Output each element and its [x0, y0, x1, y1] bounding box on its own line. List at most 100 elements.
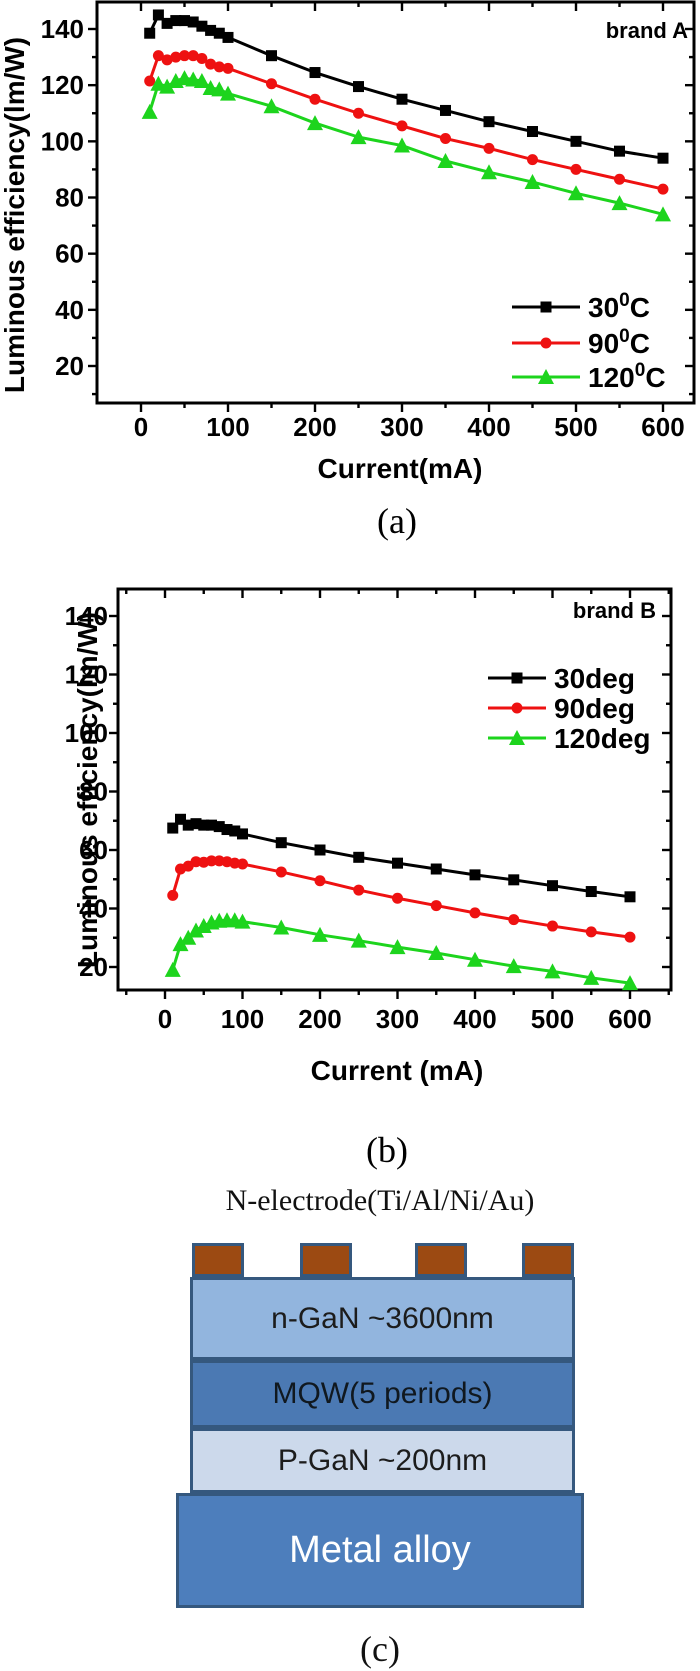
y-tick-label: 60: [79, 835, 108, 865]
data-point-120deg: [544, 963, 561, 979]
data-point-90deg: [547, 920, 558, 932]
data-point-30deg: [585, 886, 597, 898]
data-point-120deg: [583, 969, 600, 985]
y-tick-label: 20: [55, 351, 84, 381]
data-point-30°C: [614, 145, 625, 157]
y-tick-label: 100: [41, 126, 84, 156]
data-point-120°C: [220, 85, 236, 101]
x-tick-label: 100: [221, 1004, 264, 1034]
y-axis-title: Luminous efficiency(lm/W): [72, 612, 103, 968]
data-point-30°C: [353, 81, 364, 93]
x-tick-label: 200: [293, 412, 336, 442]
data-point-90°C: [144, 75, 156, 87]
data-point-120°C: [211, 81, 228, 97]
data-point-30°C: [161, 17, 173, 29]
data-point-120deg: [389, 939, 406, 955]
data-point-30°C: [657, 152, 669, 164]
data-point-30deg: [167, 822, 179, 834]
data-point-30°C: [187, 16, 199, 28]
x-tick-label: 500: [531, 1004, 574, 1034]
data-point-120deg: [164, 961, 181, 977]
data-point-30deg: [314, 844, 326, 856]
data-point-30deg: [198, 819, 210, 831]
data-point-30°C: [152, 9, 164, 21]
data-point-90deg: [353, 884, 365, 896]
data-point-120°C: [307, 115, 323, 131]
data-point-90°C: [213, 61, 225, 73]
electrode-pad: [192, 1243, 244, 1277]
plot-box: [95, 0, 696, 405]
data-point-90°C: [161, 54, 173, 66]
legend-label: 1200C: [588, 360, 666, 393]
panel-label: (a): [377, 501, 417, 541]
y-tick-label: 100: [65, 718, 108, 748]
x-tick-label: 100: [206, 412, 249, 442]
data-point-30deg: [221, 824, 233, 836]
legend-marker: [540, 337, 552, 349]
data-point-120°C: [568, 185, 584, 201]
legend-label: 30deg: [554, 663, 635, 694]
data-point-120°C: [193, 72, 210, 88]
chart-brand-a: 0 100 200 300 400 500 600 20 40 60 80 100 120 140 300C…: [0, 0, 696, 541]
data-point-90deg: [585, 926, 597, 938]
x-tick-label: 500: [554, 412, 597, 442]
brand-label: brand A: [606, 18, 688, 43]
x-tick-label: 0: [158, 1004, 172, 1034]
data-point-120°C: [481, 164, 497, 180]
y-tick-label: 40: [55, 295, 84, 325]
data-point-90°C: [527, 154, 538, 166]
x-tick-label: 600: [608, 1004, 651, 1034]
legend-label: 300C: [588, 290, 650, 323]
data-point-90°C: [205, 58, 217, 70]
data-point-30deg: [213, 821, 225, 833]
data-point-120°C: [263, 98, 280, 114]
brand-label: brand B: [573, 598, 656, 623]
data-point-90°C: [179, 50, 190, 62]
y-tick-label: 80: [79, 777, 108, 807]
legend-label: 900C: [588, 326, 650, 359]
diagram-title: N-electrode(Ti/Al/Ni/Au): [225, 1184, 535, 1217]
series-line-90°C: [148, 54, 664, 191]
data-point-30°C: [309, 67, 321, 79]
data-point-30deg: [430, 863, 442, 875]
data-point-90°C: [152, 50, 164, 62]
data-point-90deg: [314, 875, 326, 887]
y-tick-label: 40: [79, 894, 108, 924]
data-point-120deg: [428, 944, 445, 960]
data-point-90°C: [396, 120, 408, 132]
data-point-90°C: [570, 163, 582, 175]
data-point-30°C: [170, 15, 182, 27]
legend-marker: [540, 301, 552, 313]
y-tick-label: 80: [55, 183, 84, 213]
data-point-30deg: [508, 874, 520, 886]
data-point-30deg: [547, 880, 558, 892]
data-point-30deg: [182, 819, 194, 831]
data-point-90deg: [624, 931, 636, 943]
layer-n-gan: n-GaN ~3600nm: [190, 1277, 575, 1360]
data-point-120deg: [350, 932, 367, 948]
data-point-90°C: [222, 62, 234, 74]
x-tick-label: 200: [298, 1004, 341, 1034]
electrode-pad: [415, 1243, 467, 1277]
data-point-30°C: [396, 93, 408, 105]
data-point-30°C: [266, 50, 277, 62]
legend-label: 90deg: [554, 693, 635, 724]
data-point-30°C: [570, 135, 582, 147]
data-point-30deg: [469, 869, 481, 881]
data-point-30deg: [237, 828, 248, 840]
data-point-120deg: [622, 975, 638, 991]
data-point-90°C: [170, 51, 182, 63]
data-point-30°C: [213, 27, 225, 39]
y-tick-label: 60: [55, 239, 84, 269]
data-point-30deg: [275, 837, 287, 849]
y-tick-label: 120: [41, 70, 84, 100]
y-tick-label: 20: [79, 952, 108, 982]
x-tick-label: 0: [134, 412, 148, 442]
data-point-120deg: [172, 936, 189, 952]
x-tick-label: 300: [380, 412, 423, 442]
data-point-90°C: [196, 52, 208, 64]
layer-p-gan: P-GaN ~200nm: [190, 1428, 575, 1493]
layer-mqw5: MQW(5 periods): [190, 1360, 575, 1428]
layer-metal: Metal alloy: [176, 1493, 584, 1608]
data-point-120deg: [312, 926, 328, 942]
